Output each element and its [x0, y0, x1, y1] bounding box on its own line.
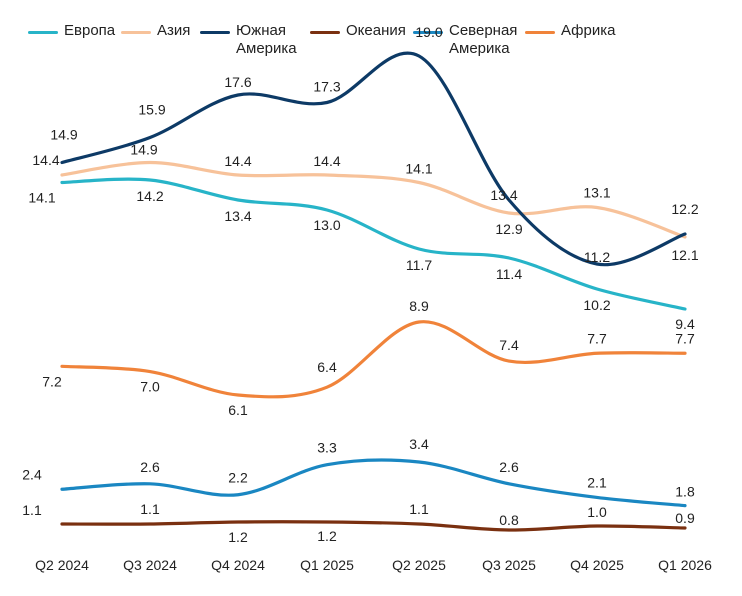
- legend-label: Северная Америка: [449, 22, 518, 57]
- data-label-south-america: 11.2: [584, 249, 610, 265]
- legend-label: Южная Америка: [236, 22, 297, 57]
- legend-label: Африка: [561, 22, 616, 39]
- data-label-asia: 14.4: [313, 153, 340, 169]
- data-label-europe: 11.4: [496, 266, 522, 282]
- data-label-north-america: 2.6: [499, 459, 519, 475]
- data-label-north-america: 3.4: [409, 436, 429, 452]
- data-label-africa: 7.4: [499, 337, 519, 353]
- data-label-europe: 13.4: [224, 208, 251, 224]
- data-label-north-america: 3.3: [317, 440, 337, 456]
- data-label-north-america: 2.6: [140, 459, 160, 475]
- legend-label: Океания: [346, 22, 406, 39]
- legend-item-oceania: Океания: [310, 22, 406, 40]
- data-label-africa: 7.0: [140, 379, 160, 395]
- x-tick-label: Q1 2026: [658, 557, 712, 573]
- data-label-oceania: 1.2: [317, 528, 337, 544]
- data-label-asia: 14.4: [224, 153, 251, 169]
- data-label-asia: 12.9: [495, 221, 522, 237]
- x-tick-label: Q2 2025: [392, 557, 446, 573]
- legend-label: Азия: [157, 22, 191, 39]
- x-tick-label: Q3 2025: [482, 557, 536, 573]
- x-tick-label: Q4 2024: [211, 557, 265, 573]
- legend-item-asia: Азия: [121, 22, 190, 40]
- legend-swatch: [121, 31, 151, 34]
- data-label-africa: 7.2: [42, 373, 62, 389]
- data-label-north-america: 2.2: [228, 470, 248, 486]
- data-label-south-america: 19.0: [415, 24, 442, 40]
- legend-swatch: [525, 31, 555, 34]
- data-label-oceania: 0.9: [675, 510, 695, 526]
- legend-item-africa: Африка: [525, 22, 615, 40]
- legend-swatch: [28, 31, 58, 34]
- data-label-north-america: 1.8: [675, 484, 695, 500]
- data-label-oceania: 1.1: [140, 501, 160, 517]
- data-label-asia: 13.1: [583, 185, 610, 201]
- x-tick-label: Q1 2025: [300, 557, 354, 573]
- chart-legend: Европа Азия Южная Америка Океания Северная А…: [0, 0, 742, 60]
- data-label-south-america: 17.6: [224, 74, 251, 90]
- x-tick-label: Q3 2024: [123, 557, 177, 573]
- legend-item-south-america: Южная Америка: [200, 22, 297, 58]
- data-label-africa: 7.7: [587, 330, 607, 346]
- data-label-south-america: 17.3: [313, 79, 340, 95]
- data-label-africa: 7.7: [675, 330, 695, 346]
- series-line-south-america: [60, 51, 687, 267]
- data-label-oceania: 1.1: [22, 502, 42, 518]
- data-label-oceania: 1.1: [409, 501, 429, 517]
- data-label-europe: 14.2: [136, 188, 163, 204]
- series-line-africa: [60, 320, 687, 399]
- series-line-asia: [60, 160, 687, 239]
- data-label-europe: 14.1: [28, 190, 55, 206]
- data-label-south-america: 13.4: [490, 187, 517, 203]
- data-label-north-america: 2.4: [22, 466, 42, 482]
- data-label-asia: 14.9: [130, 142, 157, 158]
- data-label-south-america: 15.9: [138, 102, 165, 118]
- data-label-south-america: 14.9: [50, 127, 77, 143]
- data-label-europe: 11.7: [406, 257, 432, 273]
- series-line-oceania: [60, 520, 687, 532]
- data-label-asia: 14.4: [32, 152, 59, 168]
- data-label-north-america: 2.1: [587, 474, 607, 490]
- legend-swatch: [200, 31, 230, 34]
- legend-item-north-america: Северная Америка: [413, 22, 517, 58]
- x-tick-label: Q4 2025: [570, 557, 624, 573]
- series-line-north-america: [60, 458, 687, 508]
- x-tick-label: Q2 2024: [35, 557, 89, 573]
- data-label-asia: 14.1: [405, 161, 432, 177]
- data-label-africa: 6.1: [228, 402, 248, 418]
- data-label-asia: 12.1: [671, 247, 698, 263]
- data-label-europe: 10.2: [583, 297, 610, 313]
- data-label-oceania: 1.2: [228, 529, 248, 545]
- data-label-europe: 13.0: [313, 217, 340, 233]
- series-line-europe: [60, 177, 687, 311]
- data-label-oceania: 1.0: [587, 504, 607, 520]
- legend-swatch: [310, 31, 340, 34]
- data-label-south-america: 12.2: [671, 201, 698, 217]
- data-label-africa: 8.9: [409, 298, 429, 314]
- legend-label: Европа: [64, 22, 116, 39]
- legend-item-europe: Европа: [28, 22, 115, 40]
- data-label-oceania: 0.8: [499, 512, 519, 528]
- data-label-africa: 6.4: [317, 359, 337, 375]
- legend-swatch: [413, 31, 443, 34]
- data-label-europe: 9.4: [675, 316, 695, 332]
